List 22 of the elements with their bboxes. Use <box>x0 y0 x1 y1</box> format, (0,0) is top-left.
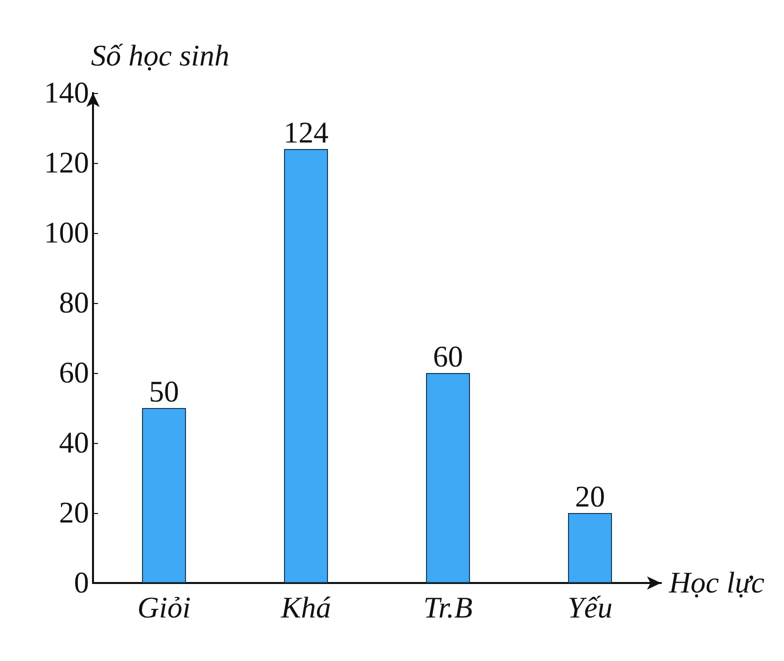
bar <box>142 408 186 583</box>
y-tick-label: 40 <box>59 426 89 460</box>
data-label: 124 <box>284 116 328 150</box>
x-axis-title: Học lực <box>668 566 764 600</box>
y-tick-label: 60 <box>59 356 89 390</box>
y-tick-label: 140 <box>44 76 89 110</box>
y-tick-label: 120 <box>44 146 89 180</box>
x-tick-label: Giỏi <box>137 592 191 624</box>
x-tick-label: Yếu <box>568 592 612 624</box>
y-tick-label: 80 <box>59 286 89 320</box>
bar <box>284 149 328 583</box>
bar <box>426 373 470 583</box>
x-tick-label: Khá <box>280 592 332 624</box>
y-tick-label: 0 <box>74 566 89 600</box>
data-label: 60 <box>433 340 463 374</box>
y-axis-title: Số học sinh <box>91 40 230 72</box>
bar <box>568 513 612 583</box>
y-tick-label: 20 <box>59 496 89 530</box>
x-tick-label: Tr.B <box>423 592 473 624</box>
data-label: 20 <box>575 480 605 514</box>
data-label: 50 <box>149 376 179 408</box>
y-tick-label: 100 <box>44 216 89 250</box>
